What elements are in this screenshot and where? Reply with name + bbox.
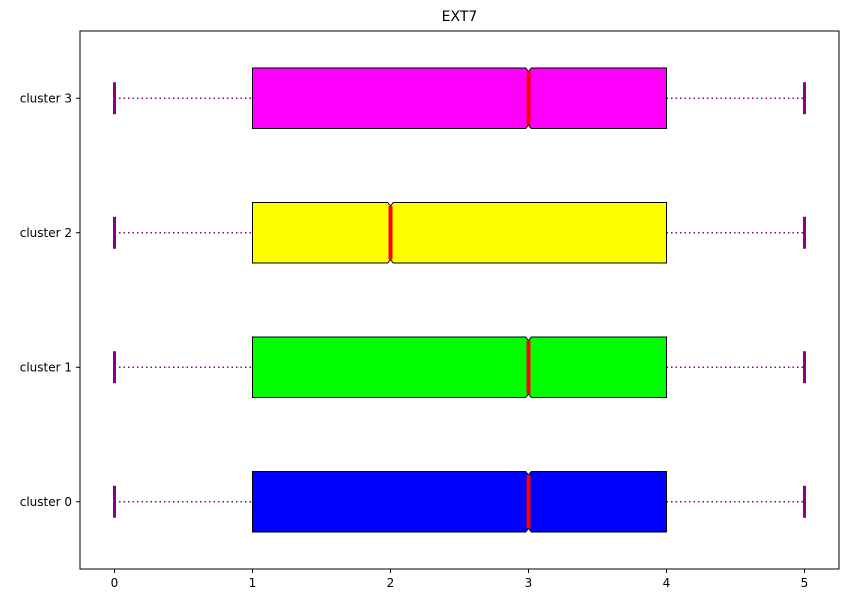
x-tick-label-5: 5 — [801, 576, 809, 590]
y-tick-label-3: cluster 3 — [20, 91, 72, 105]
x-tick-label-2: 2 — [387, 576, 395, 590]
x-tick-label-3: 3 — [525, 576, 533, 590]
plot-frame — [79, 30, 840, 570]
box-1 — [252, 336, 667, 399]
y-tick-label-0: cluster 0 — [20, 495, 72, 509]
y-tick-label-1: cluster 1 — [20, 360, 72, 374]
plot-area — [113, 67, 806, 533]
x-tick-label-4: 4 — [663, 576, 671, 590]
x-tick-label-1: 1 — [249, 576, 257, 590]
y-tick-label-2: cluster 2 — [20, 226, 72, 240]
box-2 — [252, 201, 667, 264]
box-3 — [252, 67, 667, 130]
chart-title: EXT7 — [442, 9, 478, 25]
x-tick-label-0: 0 — [111, 576, 119, 590]
box-0 — [252, 470, 667, 533]
axes: cluster 0 cluster 1 cluster 2 cluster 3 0 1 2 3… — [20, 91, 809, 590]
